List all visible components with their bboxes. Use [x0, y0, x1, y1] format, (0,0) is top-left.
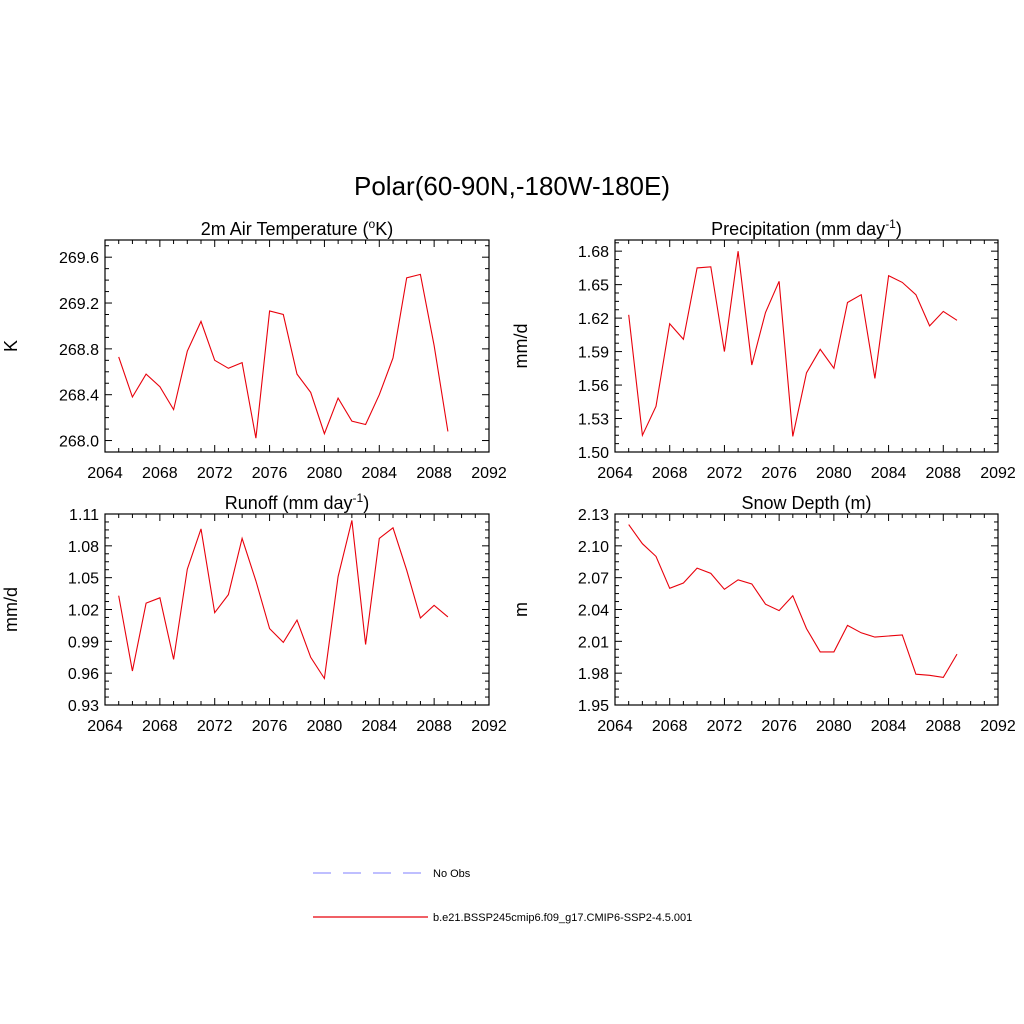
y-tick-label: 1.11: [69, 507, 99, 524]
x-tick-label: 2068: [652, 465, 688, 482]
x-tick-label: 2092: [471, 465, 507, 482]
x-tick-label: 2092: [980, 718, 1016, 735]
panel-title: Runoff (mm day-1): [225, 491, 369, 513]
y-tick-label: 0.93: [68, 698, 99, 715]
y-tick-label: 1.56: [578, 378, 609, 395]
y-tick-label: 1.02: [68, 603, 99, 620]
x-tick-label: 2064: [87, 718, 123, 735]
x-tick-label: 2080: [816, 718, 852, 735]
panel-1: 2064 2068 2072 2076 2080 2084 2088 2092 268.0 268…: [1, 217, 507, 482]
y-tick-label: 2.01: [578, 634, 609, 651]
x-tick-label: 2088: [925, 718, 961, 735]
plot-frame: [614, 239, 999, 453]
y-tick-label: 1.08: [68, 539, 99, 556]
y-tick-label: 1.65: [578, 278, 609, 295]
series-line: [118, 273, 449, 439]
series-line: [628, 251, 958, 438]
x-tick-label: 2084: [871, 718, 907, 735]
x-tick-label: 2068: [142, 465, 178, 482]
panel-title: Precipitation (mm day-1): [711, 217, 902, 239]
plot-frame: [104, 239, 490, 453]
x-tick-label: 2080: [307, 465, 343, 482]
x-tick-label: 2072: [197, 465, 233, 482]
y-tick-label: 0.96: [68, 666, 99, 683]
x-tick-label: 2080: [307, 718, 343, 735]
y-tick-label: 2.13: [578, 507, 609, 524]
panel-title: 2m Air Temperature (oK): [201, 217, 393, 239]
x-tick-label: 2088: [416, 465, 452, 482]
y-axis-label: mm/d: [1, 587, 21, 632]
x-tick-label: 2084: [361, 718, 397, 735]
y-tick-label: 269.2: [59, 296, 99, 313]
x-tick-label: 2076: [252, 718, 288, 735]
x-tick-label: 2076: [761, 718, 797, 735]
y-tick-label: 269.6: [59, 250, 99, 267]
y-tick-label: 268.4: [59, 388, 99, 405]
plot-frame: [614, 513, 999, 706]
series-line: [118, 520, 449, 681]
x-tick-label: 2064: [597, 465, 633, 482]
y-tick-label: 1.50: [578, 445, 609, 462]
y-tick-label: 1.68: [578, 244, 609, 261]
y-axis-label: mm/d: [511, 324, 531, 369]
y-tick-label: 1.05: [68, 571, 99, 588]
x-tick-label: 2076: [761, 465, 797, 482]
legend-label: No Obs: [433, 868, 471, 880]
y-tick-label: 0.99: [68, 634, 99, 651]
legend-label: b.e21.BSSP245cmip6.f09_g17.CMIP6-SSP2-4.…: [433, 912, 692, 924]
figure-title: Polar(60-90N,-180W-180E): [354, 171, 670, 201]
y-tick-label: 268.8: [59, 342, 99, 359]
x-tick-label: 2084: [871, 465, 907, 482]
y-tick-label: 2.04: [578, 603, 609, 620]
x-tick-label: 2092: [980, 465, 1016, 482]
x-tick-label: 2072: [707, 718, 743, 735]
x-tick-label: 2072: [707, 465, 743, 482]
y-tick-label: 1.53: [578, 412, 609, 429]
legend: No Obs b.e21.BSSP245cmip6.f09_g17.CMIP6-S…: [313, 868, 692, 924]
x-tick-label: 2064: [597, 718, 633, 735]
x-tick-label: 2092: [471, 718, 507, 735]
y-tick-label: 268.0: [59, 434, 99, 451]
panel-title: Snow Depth (m): [741, 493, 871, 513]
x-tick-label: 2084: [361, 465, 397, 482]
x-tick-label: 2088: [416, 718, 452, 735]
y-tick-label: 1.98: [578, 666, 609, 683]
x-tick-label: 2076: [252, 465, 288, 482]
y-tick-label: 1.95: [578, 698, 609, 715]
x-tick-label: 2080: [816, 465, 852, 482]
series-line: [628, 524, 958, 679]
panel-2: 2064 2068 2072 2076 2080 2084 2088 2092 1.50 1.53…: [511, 217, 1016, 482]
y-tick-label: 2.07: [578, 571, 609, 588]
x-tick-label: 2068: [652, 718, 688, 735]
y-axis-label: K: [1, 340, 21, 352]
x-tick-label: 2068: [142, 718, 178, 735]
y-tick-label: 1.59: [578, 345, 609, 362]
y-tick-label: 2.10: [578, 539, 609, 556]
panel-4: 2064 2068 2072 2076 2080 2084 2088 2092 1.95 1.98…: [511, 493, 1016, 735]
y-axis-label: m: [511, 602, 531, 617]
x-tick-label: 2064: [87, 465, 123, 482]
x-tick-label: 2088: [925, 465, 961, 482]
x-tick-label: 2072: [197, 718, 233, 735]
panel-3: 2064 2068 2072 2076 2080 2084 2088 2092 0.93 0.96…: [1, 491, 507, 735]
panels: 2064 2068 2072 2076 2080 2084 2088 2092 268.0 268…: [1, 217, 1016, 735]
y-tick-label: 1.62: [578, 311, 609, 328]
